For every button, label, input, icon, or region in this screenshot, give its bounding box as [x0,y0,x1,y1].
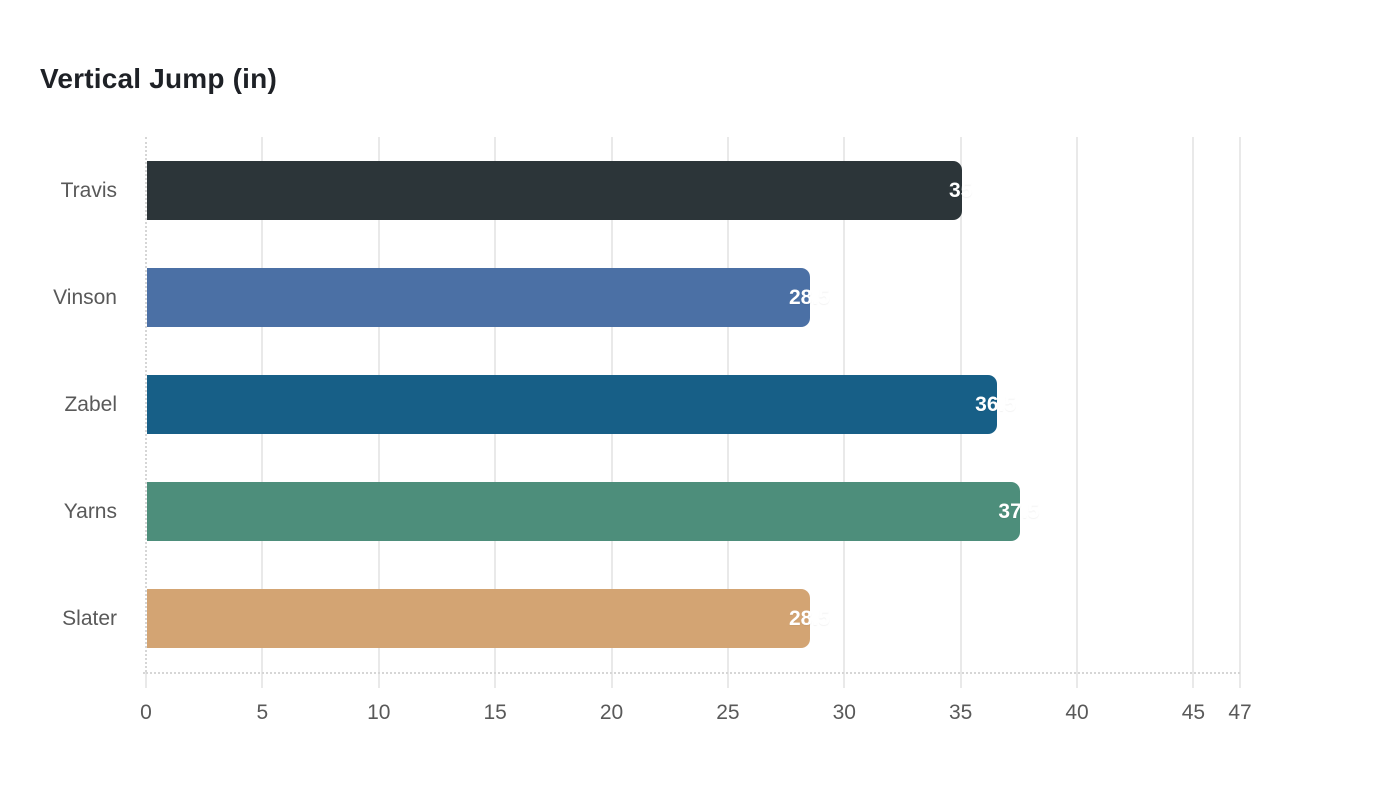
gridline [1192,137,1195,688]
x-tick-label-25: 25 [716,701,740,724]
y-category-label-vinson: Vinson [53,285,117,309]
y-category-label-slater: Slater [62,606,117,630]
y-axis-line [145,137,147,672]
chart-title: Vertical Jump (in) [40,63,277,94]
x-tick-label-30: 30 [832,701,856,724]
x-axis-line [143,672,1240,674]
bar-travis [147,161,962,220]
x-tick-label-15: 15 [483,701,507,724]
bar-vinson [147,268,811,327]
x-tick-label-5: 5 [256,701,269,724]
x-tick-label-0: 0 [140,701,152,724]
x-tick-label-47: 47 [1228,701,1252,724]
x-tick-label-35: 35 [948,701,973,724]
y-category-label-zabel: Zabel [64,392,117,416]
y-category-label-yarns: Yarns [63,499,117,523]
gridline [145,672,147,688]
x-axis-labels: 0 5 10 15 20 25 30 35 40 45 47 [140,701,1252,731]
bar-zabel [147,375,997,434]
gridline [1239,137,1241,688]
gridline [1076,137,1079,688]
x-tick-label-45: 45 [1181,701,1206,724]
plot-area: 35 28.5 36.5 37.5 28.5 [143,137,1241,688]
y-axis-labels: Travis Vinson Zabel Yarns Slater [0,137,117,672]
y-category-label-travis: Travis [60,178,117,202]
bar-yarns [147,482,1020,541]
x-tick-label-20: 20 [599,701,624,724]
bar-slater [147,589,811,648]
x-tick-label-40: 40 [1065,701,1089,724]
x-tick-label-10: 10 [367,701,391,724]
